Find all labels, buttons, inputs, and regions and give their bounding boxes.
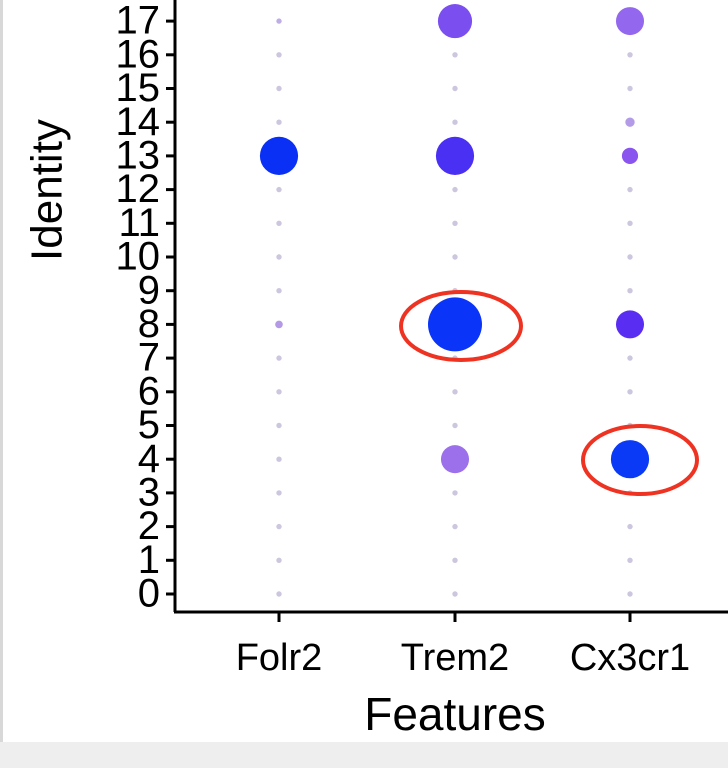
dot xyxy=(610,440,650,479)
dot xyxy=(276,119,282,125)
dot xyxy=(615,310,645,339)
x-tick-label: Folr2 xyxy=(236,637,323,679)
dot xyxy=(276,591,282,597)
y-tick-label: 16 xyxy=(116,32,161,76)
y-tick-label: 11 xyxy=(118,201,160,245)
y-tick-label: 17 xyxy=(116,0,161,43)
y-tick-label: 7 xyxy=(138,336,160,380)
y-tick-label: 3 xyxy=(138,470,160,514)
dot xyxy=(625,117,635,127)
dot xyxy=(276,254,282,260)
dot xyxy=(452,119,458,125)
dot xyxy=(276,220,282,226)
y-tick-label: 5 xyxy=(138,403,160,447)
dot xyxy=(452,422,458,429)
dot xyxy=(276,422,282,429)
highlight-ellipse xyxy=(399,290,523,362)
dot xyxy=(627,85,633,92)
dot xyxy=(627,389,633,395)
dot xyxy=(452,186,458,193)
dot xyxy=(435,136,475,175)
y-axis-title: Identity xyxy=(23,119,72,261)
dot xyxy=(452,490,458,496)
dot xyxy=(627,355,633,361)
dot xyxy=(452,254,458,260)
y-tick-label: 2 xyxy=(138,504,160,548)
dot xyxy=(275,320,283,329)
dot xyxy=(428,297,482,352)
dot xyxy=(452,85,458,92)
y-tick-label: 13 xyxy=(116,133,161,177)
dot xyxy=(259,136,299,175)
dot xyxy=(627,557,633,563)
dot xyxy=(627,254,633,260)
x-axis-title: Features xyxy=(364,688,546,740)
y-tick-label: 9 xyxy=(138,268,160,312)
y-tick-label: 6 xyxy=(138,369,160,413)
y-tick-label: 15 xyxy=(116,66,161,110)
y-tick-label: 12 xyxy=(116,167,161,211)
dot xyxy=(627,288,633,294)
dot xyxy=(627,186,633,193)
dot xyxy=(452,52,458,58)
dot xyxy=(627,523,633,530)
dot xyxy=(621,147,639,164)
dot xyxy=(452,591,458,597)
y-tick-label: 4 xyxy=(138,437,160,481)
dot xyxy=(452,389,458,395)
dot xyxy=(276,557,282,563)
x-tick-label: Cx3cr1 xyxy=(570,637,690,679)
dot xyxy=(440,445,470,474)
dot xyxy=(276,523,282,530)
highlight-ellipse xyxy=(581,424,699,496)
dot xyxy=(276,186,282,193)
dot xyxy=(627,220,633,226)
dot xyxy=(437,4,473,39)
dot xyxy=(276,52,282,58)
dot xyxy=(276,85,282,92)
dot xyxy=(627,52,633,58)
dot xyxy=(276,18,282,24)
y-tick-label: 8 xyxy=(138,302,160,346)
y-tick-label: 14 xyxy=(116,100,161,144)
bottom-bar xyxy=(0,742,728,768)
dot xyxy=(276,490,282,496)
dot xyxy=(452,220,458,226)
dot xyxy=(627,591,633,597)
dot xyxy=(276,456,282,462)
dot xyxy=(276,389,282,395)
dot xyxy=(276,288,282,294)
dot xyxy=(452,523,458,530)
dot xyxy=(276,355,282,361)
x-tick-label: Trem2 xyxy=(401,637,509,679)
y-tick-label: 1 xyxy=(138,538,160,582)
y-tick-label: 10 xyxy=(116,235,161,279)
y-tick-label: 0 xyxy=(138,572,160,616)
dot xyxy=(615,7,645,36)
dot xyxy=(452,557,458,563)
